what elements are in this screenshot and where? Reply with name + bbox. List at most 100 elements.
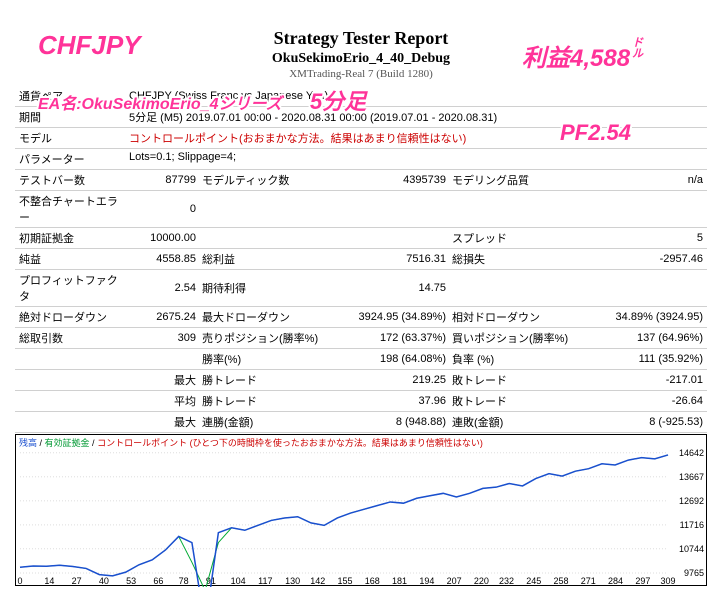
svg-text:232: 232 — [499, 576, 514, 586]
table-row: 平均勝トレード37.96敗トレード-26.64 — [15, 391, 707, 412]
table-cell: 純益 — [15, 249, 125, 270]
badge-profit-suffix: ドル — [632, 38, 643, 60]
table-cell — [125, 349, 200, 370]
table-cell: 総取引数 — [15, 328, 125, 349]
svg-text:66: 66 — [153, 576, 163, 586]
table-cell: -26.64 — [590, 391, 707, 412]
table-cell — [15, 391, 125, 412]
table-row: パラメーターLots=0.1; Slippage=4; — [15, 149, 707, 170]
table-cell: n/a — [590, 170, 707, 191]
legend-equity: 有効証拠金 — [45, 438, 90, 448]
table-cell: 8 (-925.53) — [590, 412, 707, 433]
table-row: テストバー数87799モデルティック数4395739モデリング品質n/a — [15, 170, 707, 191]
svg-text:13667: 13667 — [679, 472, 704, 482]
svg-text:9765: 9765 — [684, 568, 704, 578]
table-cell: 最大 — [125, 412, 200, 433]
svg-text:27: 27 — [72, 576, 82, 586]
legend-balance: 残高 — [19, 438, 37, 448]
table-cell — [590, 191, 707, 228]
table-row: 絶対ドローダウン2675.24最大ドローダウン3924.95 (34.89%)相… — [15, 307, 707, 328]
chart-legend: 残高 / 有効証拠金 / コントロールポイント (ひとつ下の時間枠を使ったおおま… — [19, 436, 483, 449]
chart-svg: 9765107441171612692136671464201427405366… — [16, 435, 708, 587]
svg-text:14: 14 — [44, 576, 54, 586]
badge-pf: PF2.54 — [560, 120, 631, 146]
svg-text:194: 194 — [419, 576, 434, 586]
table-row: 最大勝トレード219.25敗トレード-217.01 — [15, 370, 707, 391]
svg-text:220: 220 — [474, 576, 489, 586]
badge-5min: 5分足 — [310, 84, 366, 116]
table-cell: 勝率(%) — [200, 349, 340, 370]
table-cell: 309 — [125, 328, 200, 349]
table-cell: 連敗(金額) — [450, 412, 590, 433]
svg-text:117: 117 — [258, 576, 272, 586]
table-cell: スプレッド — [450, 228, 590, 249]
svg-text:284: 284 — [608, 576, 623, 586]
table-cell: 売りポジション(勝率%) — [200, 328, 340, 349]
table-row: 不整合チャートエラー0 — [15, 191, 707, 228]
table-row: 初期証拠金10000.00スプレッド5 — [15, 228, 707, 249]
table-cell: 買いポジション(勝率%) — [450, 328, 590, 349]
svg-text:130: 130 — [285, 576, 300, 586]
table-cell: 期待利得 — [200, 270, 340, 307]
svg-text:181: 181 — [392, 576, 407, 586]
svg-text:78: 78 — [179, 576, 189, 586]
svg-text:297: 297 — [635, 576, 650, 586]
table-cell: 87799 — [125, 170, 200, 191]
table-cell: 0 — [125, 191, 200, 228]
table-cell: 2675.24 — [125, 307, 200, 328]
table-cell: 4558.85 — [125, 249, 200, 270]
table-cell: モデリング品質 — [450, 170, 590, 191]
table-cell: 勝トレード — [200, 370, 340, 391]
badge-ea: EA名:OkuSekimoErio_4シリーズ — [38, 90, 282, 114]
table-cell: 不整合チャートエラー — [15, 191, 125, 228]
table-cell: 3924.95 (34.89%) — [340, 307, 450, 328]
table-cell: 37.96 — [340, 391, 450, 412]
table-cell: 8 (948.88) — [340, 412, 450, 433]
table-cell: 198 (64.08%) — [340, 349, 450, 370]
table-cell: 総利益 — [200, 249, 340, 270]
table-cell — [340, 191, 450, 228]
equity-chart: 残高 / 有効証拠金 / コントロールポイント (ひとつ下の時間枠を使ったおおま… — [15, 434, 707, 586]
table-cell: プロフィットファクタ — [15, 270, 125, 307]
table-cell — [590, 270, 707, 307]
svg-text:207: 207 — [447, 576, 462, 586]
svg-text:168: 168 — [365, 576, 380, 586]
table-cell: 敗トレード — [450, 391, 590, 412]
table-cell: 5 — [590, 228, 707, 249]
table-cell: モデル — [15, 128, 125, 149]
svg-text:0: 0 — [17, 576, 22, 586]
table-cell: 7516.31 — [340, 249, 450, 270]
svg-text:309: 309 — [660, 576, 675, 586]
svg-text:245: 245 — [526, 576, 541, 586]
table-cell: 14.75 — [340, 270, 450, 307]
table-cell — [15, 412, 125, 433]
table-cell: モデルティック数 — [200, 170, 340, 191]
svg-text:12692: 12692 — [679, 496, 704, 506]
svg-text:104: 104 — [231, 576, 246, 586]
table-cell — [15, 349, 125, 370]
badge-chfjpy: CHFJPY — [38, 30, 141, 61]
table-cell: 34.89% (3924.95) — [590, 307, 707, 328]
table-cell: 初期証拠金 — [15, 228, 125, 249]
table-cell: 最大ドローダウン — [200, 307, 340, 328]
table-cell: -217.01 — [590, 370, 707, 391]
table-cell: 111 (35.92%) — [590, 349, 707, 370]
table-cell: 219.25 — [340, 370, 450, 391]
table-row: 最大連勝(金額)8 (948.88)連敗(金額)8 (-925.53) — [15, 412, 707, 433]
svg-text:271: 271 — [581, 576, 596, 586]
table-cell — [200, 228, 340, 249]
table-row: 勝率(%)198 (64.08%)負率 (%)111 (35.92%) — [15, 349, 707, 370]
table-cell — [450, 191, 590, 228]
table-cell: 最大 — [125, 370, 200, 391]
svg-text:10744: 10744 — [679, 544, 704, 554]
badge-profit: 利益4,588ドル — [522, 38, 643, 73]
table-cell: 4395739 — [340, 170, 450, 191]
svg-text:53: 53 — [126, 576, 136, 586]
table-cell: 総損失 — [450, 249, 590, 270]
table-cell: 敗トレード — [450, 370, 590, 391]
svg-text:14642: 14642 — [679, 448, 704, 458]
legend-cp: コントロールポイント (ひとつ下の時間枠を使ったおおまかな方法。結果はあまり信頼… — [97, 438, 483, 448]
table-cell: 平均 — [125, 391, 200, 412]
table-cell — [15, 370, 125, 391]
table-cell — [340, 228, 450, 249]
